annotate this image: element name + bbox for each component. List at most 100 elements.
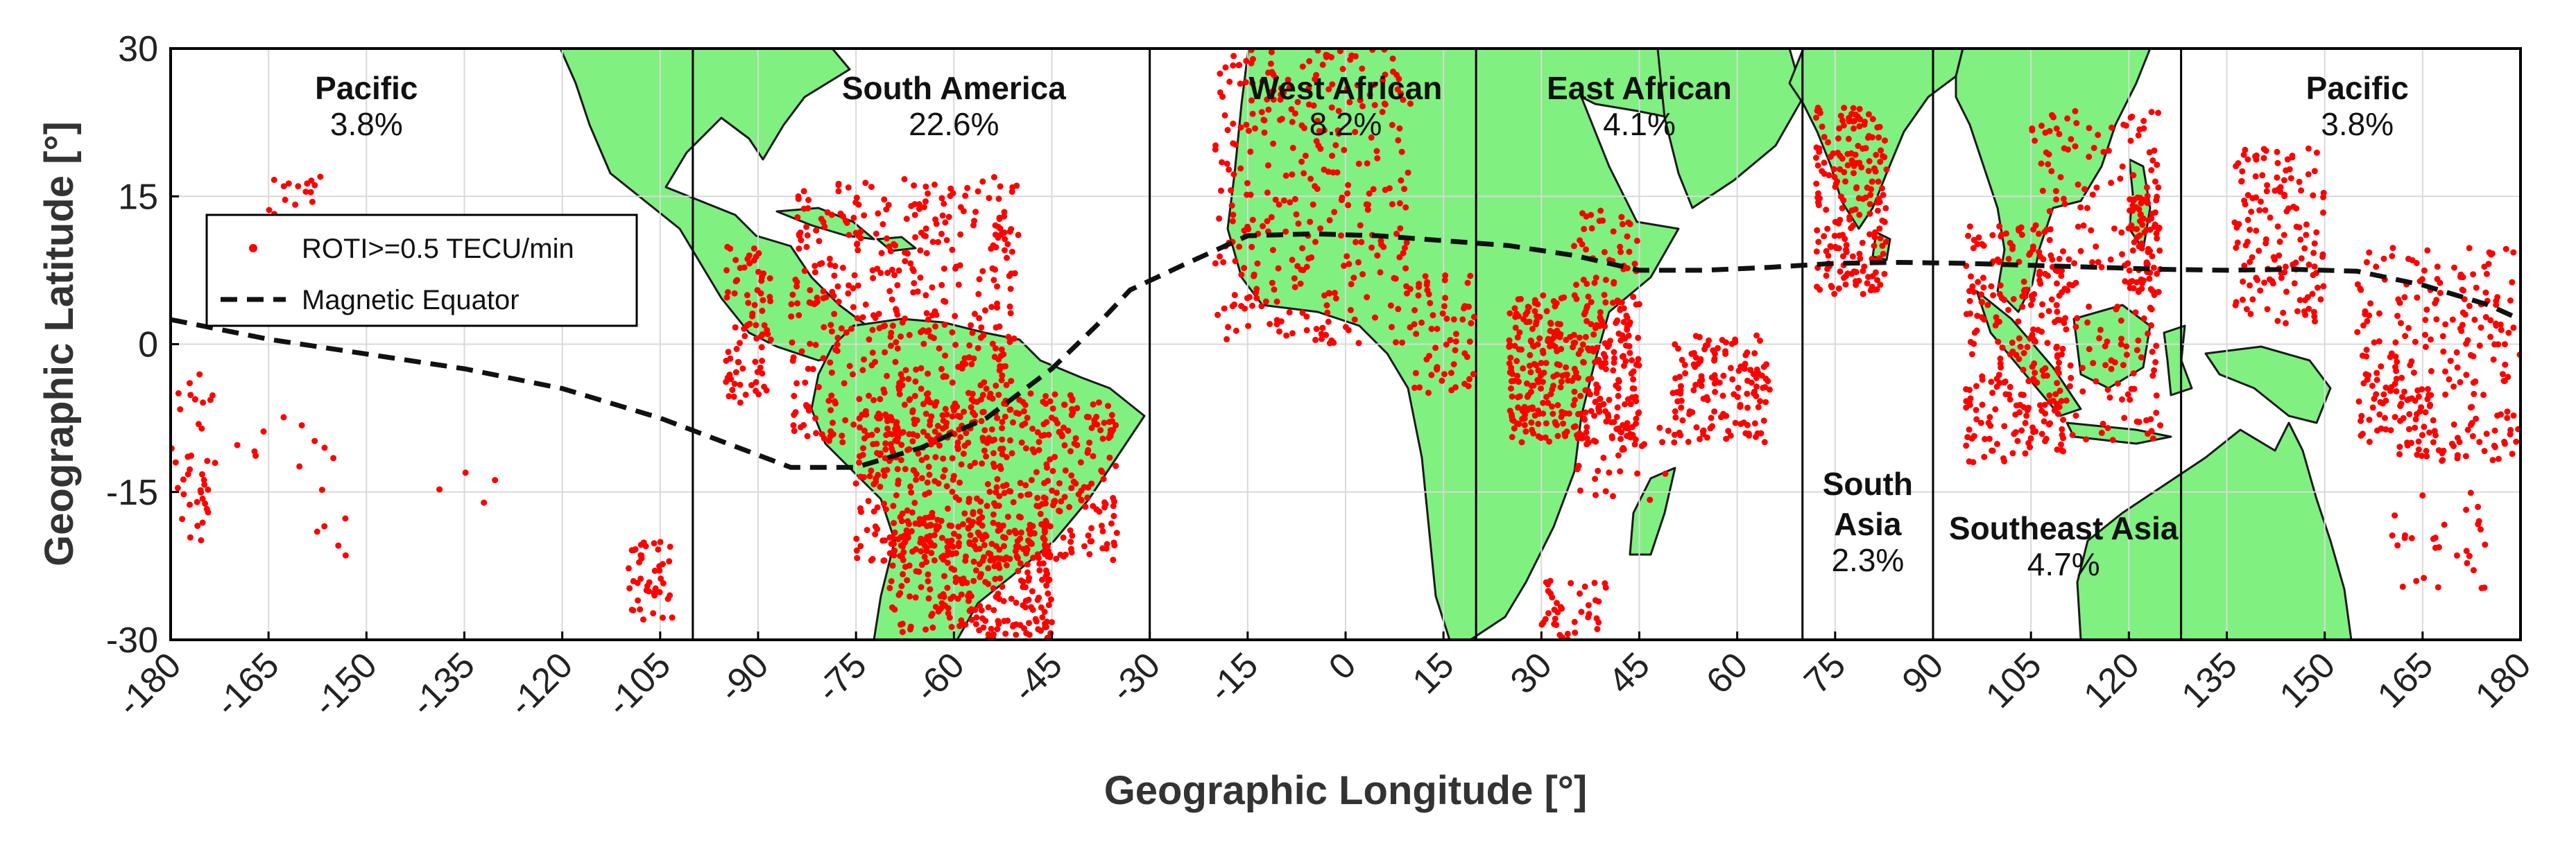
roti-point bbox=[1874, 207, 1881, 214]
roti-point bbox=[2020, 349, 2027, 356]
roti-point bbox=[1549, 410, 1556, 417]
roti-point bbox=[793, 380, 800, 387]
roti-point bbox=[1277, 96, 1284, 103]
x-tick-label: 135 bbox=[2174, 645, 2245, 715]
roti-point bbox=[2447, 358, 2454, 365]
roti-point bbox=[2104, 386, 2111, 393]
roti-point bbox=[2437, 290, 2444, 297]
roti-point bbox=[2389, 532, 2396, 539]
roti-point bbox=[2422, 343, 2429, 350]
roti-point bbox=[805, 205, 812, 211]
roti-point bbox=[2018, 427, 2025, 434]
roti-point bbox=[1045, 590, 1051, 597]
roti-point bbox=[891, 541, 897, 548]
roti-point bbox=[2373, 391, 2380, 398]
roti-point bbox=[2270, 254, 2277, 261]
roti-point bbox=[1572, 629, 1579, 636]
roti-point bbox=[868, 431, 875, 438]
roti-point bbox=[1425, 390, 1432, 397]
roti-point bbox=[2301, 308, 2308, 315]
roti-point bbox=[1728, 340, 1735, 347]
roti-point bbox=[2154, 193, 2161, 200]
roti-point bbox=[932, 454, 939, 460]
roti-point bbox=[917, 275, 924, 281]
roti-point bbox=[2365, 372, 2372, 378]
roti-point bbox=[1995, 372, 2002, 378]
roti-point bbox=[1866, 210, 1873, 217]
roti-point bbox=[877, 412, 884, 419]
roti-point bbox=[200, 476, 207, 483]
roti-point bbox=[1531, 308, 1538, 315]
roti-point bbox=[1737, 403, 1744, 410]
roti-point bbox=[1013, 553, 1020, 560]
roti-point bbox=[950, 543, 956, 550]
roti-point bbox=[2000, 455, 2007, 462]
roti-point bbox=[850, 421, 857, 428]
roti-point bbox=[2453, 349, 2460, 356]
roti-point bbox=[1535, 421, 1542, 428]
roti-point bbox=[938, 600, 945, 607]
roti-point bbox=[2487, 333, 2494, 340]
madagascar-island bbox=[1629, 467, 1676, 556]
roti-point bbox=[920, 401, 927, 408]
roti-point bbox=[980, 408, 987, 415]
roti-point bbox=[1513, 358, 1520, 365]
roti-point bbox=[990, 607, 997, 613]
roti-point bbox=[881, 472, 888, 479]
roti-point bbox=[2439, 333, 2446, 340]
roti-point bbox=[2022, 450, 2029, 457]
roti-point bbox=[963, 553, 969, 560]
roti-point bbox=[759, 370, 766, 377]
roti-point bbox=[2466, 245, 2473, 252]
roti-point bbox=[998, 377, 1005, 383]
roti-point bbox=[1253, 289, 1260, 296]
roti-point bbox=[1624, 314, 1631, 321]
roti-point bbox=[991, 463, 998, 470]
roti-point bbox=[911, 211, 918, 218]
roti-point bbox=[1434, 366, 1441, 373]
roti-point bbox=[2310, 192, 2317, 199]
roti-point bbox=[1470, 313, 1477, 320]
roti-point bbox=[854, 315, 861, 322]
roti-point bbox=[1061, 424, 1067, 431]
roti-point bbox=[894, 282, 901, 288]
roti-point bbox=[1867, 191, 1874, 198]
roti-point bbox=[2310, 308, 2317, 315]
roti-point bbox=[2491, 442, 2498, 449]
roti-point bbox=[1260, 223, 1266, 229]
roti-point bbox=[1269, 279, 1276, 286]
roti-point bbox=[1341, 146, 1348, 153]
roti-point bbox=[1629, 357, 1635, 364]
roti-point bbox=[1004, 514, 1011, 520]
roti-point bbox=[1007, 310, 1014, 317]
roti-point bbox=[1043, 582, 1050, 589]
roti-point bbox=[911, 499, 918, 506]
roti-point bbox=[993, 324, 999, 331]
roti-point bbox=[1418, 320, 1425, 326]
roti-point bbox=[850, 214, 857, 221]
roti-point bbox=[731, 290, 738, 297]
roti-point bbox=[2123, 351, 2130, 358]
roti-point bbox=[1571, 388, 1578, 395]
roti-point bbox=[957, 434, 964, 441]
roti-point bbox=[798, 237, 805, 243]
x-tick-label: 105 bbox=[1978, 645, 2049, 715]
roti-point bbox=[2090, 144, 2097, 151]
roti-point bbox=[978, 417, 985, 424]
roti-point bbox=[1323, 51, 1330, 58]
roti-point bbox=[886, 458, 893, 464]
roti-point bbox=[796, 312, 802, 319]
roti-point bbox=[1506, 310, 1513, 317]
roti-point bbox=[961, 442, 968, 449]
roti-point bbox=[1339, 66, 1346, 72]
roti-point bbox=[2132, 309, 2139, 316]
roti-point bbox=[188, 452, 195, 459]
roti-point bbox=[2032, 369, 2038, 376]
roti-point bbox=[1970, 236, 1977, 243]
roti-point bbox=[1003, 454, 1010, 460]
roti-point bbox=[788, 313, 795, 320]
roti-point bbox=[1237, 80, 1244, 87]
roti-point bbox=[1040, 560, 1047, 567]
roti-point bbox=[754, 287, 761, 294]
